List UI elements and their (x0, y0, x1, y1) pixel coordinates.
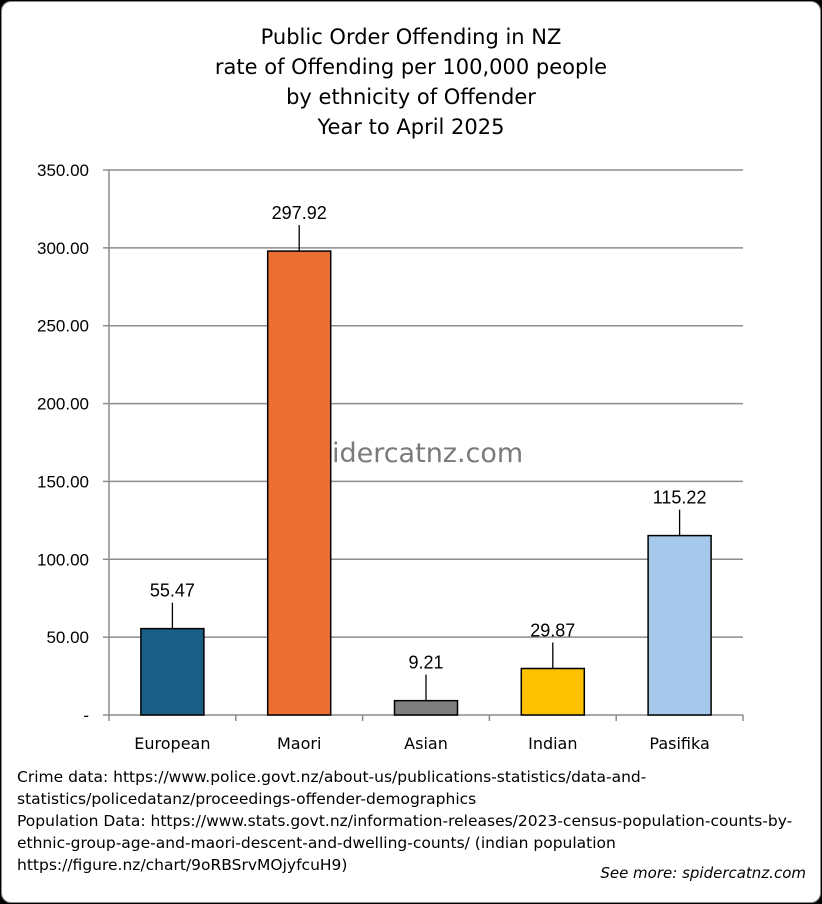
data-label: 55.47 (150, 581, 195, 601)
bar-european (140, 627, 205, 716)
y-tick-label: 250.00 (37, 317, 89, 336)
bar-maori (266, 250, 332, 716)
category-label: Pasifika (649, 734, 709, 753)
y-tick-label: 100.00 (37, 550, 89, 569)
bar-indian (520, 667, 586, 716)
bar-chart: spidercatnz.com - 50.00 100.00 150.00 200.00 2… (37, 161, 744, 753)
source-line-4: ethnic-group-age-and-maori-descent-and-d… (17, 834, 616, 852)
y-tick-label: 350.00 (37, 161, 89, 180)
source-line-3: Population Data: https://www.stats.govt.… (17, 812, 793, 830)
title-line-1: Public Order Offending in NZ (260, 25, 562, 49)
data-label: 115.22 (653, 488, 707, 508)
source-line-5: https://figure.nz/chart/9oRBSrvMOjyfcuH9… (17, 856, 348, 874)
category-label: Asian (404, 734, 448, 753)
y-tick-label: - (83, 706, 89, 725)
y-tick-label: 300.00 (37, 239, 89, 258)
category-label: Maori (277, 734, 321, 753)
bar-pasifika (647, 534, 712, 716)
title-line-3: by ethnicity of Offender (286, 85, 536, 109)
category-label: European (134, 734, 210, 753)
data-label: 297.92 (272, 203, 327, 223)
data-label: 9.21 (408, 653, 443, 673)
title-line-4: Year to April 2025 (317, 115, 505, 139)
source-line-1: Crime data: https://www.police.govt.nz/a… (17, 768, 647, 786)
category-label: Indian (528, 734, 577, 753)
y-tick-label: 50.00 (46, 628, 89, 647)
bar-asian (393, 699, 459, 716)
y-tick-label: 200.00 (37, 395, 89, 414)
data-label: 29.87 (530, 620, 575, 640)
sources-note: Crime data: https://www.police.govt.nz/a… (17, 766, 812, 876)
title-line-2: rate of Offending per 100,000 people (214, 55, 608, 79)
source-line-2: statistics/policedatanz/proceedings-offe… (17, 790, 477, 808)
chart-title: Public Order Offending in NZ rate of Off… (2, 22, 820, 142)
see-more-link: See more: spidercatnz.com (600, 864, 806, 882)
y-tick-label: 150.00 (37, 472, 89, 491)
watermark-text: spidercatnz.com (301, 438, 523, 469)
